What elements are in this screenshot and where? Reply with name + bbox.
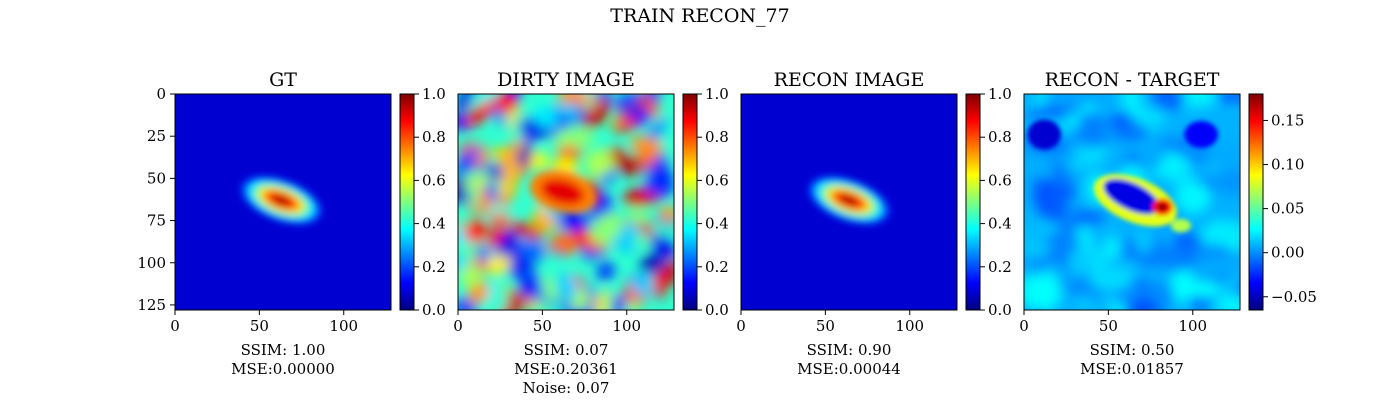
colorbar-tick-label: 0.4 — [705, 215, 729, 233]
figure-suptitle: TRAIN RECON_77 — [610, 5, 789, 27]
colorbar-tick-label: 0.0 — [705, 301, 729, 319]
y-tick-label: 25 — [147, 127, 166, 145]
colorbar-tick-label: 1.0 — [422, 85, 446, 103]
panel-title: RECON IMAGE — [774, 69, 925, 91]
metric-label: MSE:0.00044 — [797, 360, 901, 378]
dirty-image — [458, 94, 674, 310]
panel-gt: GT 0 50 100 0 25 50 75 100 125 0.0 0.2 0.4 0.6 0.8 1.0 S… — [137, 69, 446, 378]
recon-image — [741, 94, 957, 310]
panel-title: DIRTY IMAGE — [497, 69, 635, 91]
colorbar-tick-label: −0.05 — [1271, 288, 1317, 306]
colorbar-tick-label: 0.0 — [422, 301, 446, 319]
colorbar-tick-label: 0.0 — [988, 301, 1012, 319]
axes-frame — [457, 93, 675, 311]
x-tick-label: 100 — [1178, 317, 1207, 335]
colorbar — [965, 93, 981, 311]
panel-diff: RECON - TARGET 0 50 100 −0.05 0.00 0.05 0.10 0.1… — [1019, 69, 1317, 378]
colorbar — [399, 93, 415, 311]
metric-label: SSIM: 1.00 — [241, 341, 326, 359]
colorbar-tick-label: 0.00 — [1271, 244, 1304, 262]
x-tick-label: 100 — [612, 317, 641, 335]
panel-recon: RECON IMAGE 0 50 100 0.0 0.2 0.4 0.6 0.8 1.0 SSIM:… — [736, 69, 1012, 378]
y-tick-label: 100 — [137, 254, 166, 272]
colorbar-tick-label: 0.8 — [422, 128, 446, 146]
colorbar-tick-label: 1.0 — [988, 85, 1012, 103]
y-tick-label: 0 — [156, 85, 166, 103]
x-tick-label: 0 — [736, 317, 746, 335]
colorbar-tick-label: 0.2 — [988, 258, 1012, 276]
colorbar-tick-label: 0.05 — [1271, 200, 1304, 218]
metric-label: MSE:0.20361 — [514, 360, 618, 378]
y-tick-label: 75 — [147, 212, 166, 230]
x-tick-label: 50 — [816, 317, 835, 335]
metric-label: SSIM: 0.90 — [807, 341, 892, 359]
panel-title: GT — [269, 69, 297, 91]
metric-label: Noise: 0.07 — [523, 379, 610, 397]
y-tick-label: 125 — [137, 296, 166, 314]
axes-frame — [174, 93, 392, 311]
x-tick-label: 100 — [895, 317, 924, 335]
x-tick-label: 0 — [170, 317, 180, 335]
panels: GT 0 50 100 0 25 50 75 100 125 0.0 0.2 0.4 0.6 0.8 1.0 S… — [137, 69, 1317, 397]
colorbar-tick-label: 0.4 — [422, 215, 446, 233]
colorbar-tick-label: 0.2 — [422, 258, 446, 276]
metric-label: SSIM: 0.50 — [1090, 341, 1175, 359]
colorbar — [682, 93, 698, 311]
metric-label: MSE:0.00000 — [231, 360, 335, 378]
colorbar-tick-label: 0.6 — [988, 171, 1012, 189]
colorbar-tick-label: 0.4 — [988, 215, 1012, 233]
gt-image — [175, 94, 391, 310]
colorbar-tick-label: 0.6 — [705, 171, 729, 189]
x-tick-label: 50 — [533, 317, 552, 335]
colorbar-tick-label: 1.0 — [705, 85, 729, 103]
panel-title: RECON - TARGET — [1045, 69, 1220, 91]
x-tick-label: 0 — [1019, 317, 1029, 335]
colorbar-tick-label: 0.8 — [705, 128, 729, 146]
metric-label: SSIM: 0.07 — [524, 341, 609, 359]
x-tick-label: 0 — [453, 317, 463, 335]
diff-image — [1024, 94, 1240, 310]
colorbar-tick-label: 0.8 — [988, 128, 1012, 146]
colorbar — [1248, 93, 1264, 311]
colorbar-tick-label: 0.10 — [1271, 156, 1304, 174]
colorbar-tick-label: 0.6 — [422, 171, 446, 189]
panel-dirty: DIRTY IMAGE 0 50 100 0.0 0.2 0.4 0.6 0.8 1.0 SSIM:… — [453, 69, 729, 397]
x-tick-label: 50 — [1099, 317, 1118, 335]
metric-label: MSE:0.01857 — [1080, 360, 1184, 378]
y-tick-label: 50 — [147, 169, 166, 187]
axes-frame — [1023, 93, 1241, 311]
colorbar-tick-label: 0.15 — [1271, 111, 1304, 129]
x-tick-label: 100 — [329, 317, 358, 335]
colorbar-tick-label: 0.2 — [705, 258, 729, 276]
x-tick-label: 50 — [250, 317, 269, 335]
axes-frame — [740, 93, 958, 311]
